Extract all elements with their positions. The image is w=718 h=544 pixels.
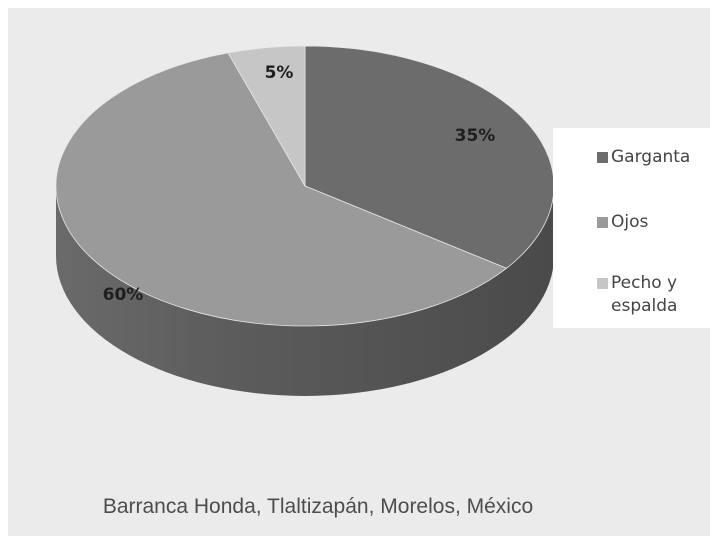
legend-label-pecho-line1: Pecho y [611, 273, 678, 293]
data-label-garganta: 35% [455, 126, 496, 146]
legend-label-pecho-line2: espalda [611, 296, 678, 316]
legend-label-garganta: Garganta [611, 147, 691, 167]
pie-slice-garganta [304, 45, 555, 269]
chart-caption: Barranca Honda, Tlaltizapán, Morelos, Mé… [102, 495, 534, 518]
legend: Garganta Ojos Pecho y espalda [553, 128, 710, 328]
legend-item-ojos: Ojos [611, 211, 648, 234]
data-label-ojos: 60% [103, 285, 144, 305]
pie-slice-ojos [55, 52, 508, 327]
legend-swatch-ojos [597, 217, 608, 228]
legend-label-ojos: Ojos [611, 212, 649, 232]
legend-item-garganta: Garganta [611, 146, 690, 169]
legend-item-pecho-espalda: Pecho y espalda [611, 272, 677, 318]
chart-frame: 35% 60% 5% Garganta Ojos Pecho y espalda… [8, 8, 710, 536]
pie-slice-pecho-espalda [227, 45, 306, 188]
data-label-pecho-espalda: 5% [265, 63, 294, 83]
pie-side-wall [56, 186, 554, 396]
legend-swatch-garganta [597, 152, 608, 163]
pie-chart: 35% 60% 5% [55, 45, 555, 396]
legend-swatch-pecho-espalda [597, 278, 608, 289]
